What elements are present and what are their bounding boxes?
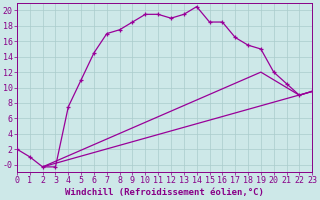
- X-axis label: Windchill (Refroidissement éolien,°C): Windchill (Refroidissement éolien,°C): [65, 188, 264, 197]
